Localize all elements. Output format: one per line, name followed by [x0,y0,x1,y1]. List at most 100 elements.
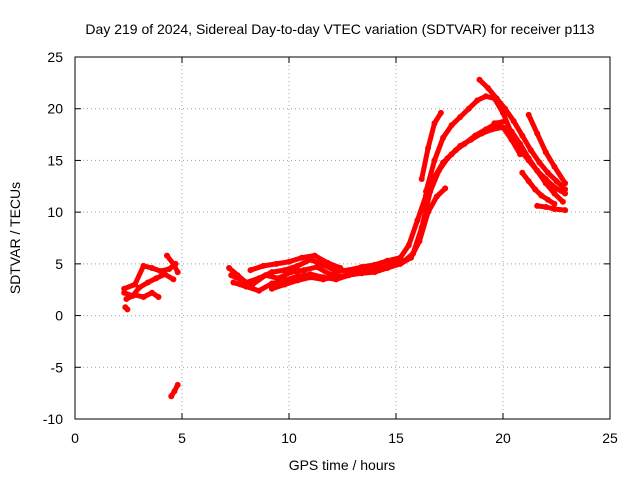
data-point [534,130,541,137]
data-point [485,85,491,91]
data-point [170,276,177,283]
data-point [256,287,262,294]
data-point [333,273,340,280]
data-point [408,254,414,261]
plot-frame [74,56,611,420]
y-tick-label: -10 [43,411,63,427]
data-point [437,109,444,116]
data-point [149,265,155,271]
data-point [166,266,173,272]
data-point [121,285,128,292]
trace-track-m [419,110,444,182]
data-point [440,134,447,141]
data-point [532,186,539,193]
data-point [243,283,250,290]
x-tick-label: 15 [388,430,404,446]
data-point [559,198,566,205]
data-point [294,262,301,269]
chart-title: Day 219 of 2024, Sidereal Day-to-day VTE… [85,21,594,37]
data-point [268,280,275,287]
data-point [562,190,569,197]
data-point [534,202,541,209]
data-point [230,279,237,286]
data-point [397,260,404,267]
data-point [425,209,432,216]
data-point [337,265,344,271]
data-point [131,281,138,288]
data-point [288,269,295,276]
data-point [442,185,449,192]
data-point [482,126,489,133]
data-point [457,114,464,120]
y-tick-label: 20 [47,101,63,117]
data-point [493,95,500,102]
data-point [384,265,391,271]
data-point [502,105,509,112]
data-point [418,176,425,182]
data-point [273,260,280,267]
x-tick-labels: 0 5 10 15 20 25 [71,430,618,446]
data-point [465,105,472,112]
data-point [345,272,352,279]
data-point [149,289,155,296]
data-point [461,140,468,147]
data-point [324,259,331,266]
data-point [476,76,483,83]
data-point [238,277,245,284]
axis-ticks [74,56,611,420]
trace-track-r [491,120,523,157]
data-point [448,122,455,129]
data-point [281,267,288,274]
data-point [268,285,275,292]
y-tick-label: 15 [47,152,63,168]
data-point [358,270,365,277]
data-point [311,252,318,259]
data-point [551,190,558,197]
data-point [416,238,423,245]
data-point [551,163,558,170]
data-point [551,206,558,212]
data-point [431,120,438,127]
data-point [534,167,541,174]
data-point [226,265,233,271]
data-point [562,207,569,214]
data-point [161,271,168,278]
data-point [153,275,160,282]
data-point [542,204,549,210]
data-point [281,281,288,288]
data-point [307,274,314,281]
data-point [435,167,442,174]
data-point [157,268,164,275]
data-point [544,169,551,176]
data-point [525,157,532,164]
trace-track-q [534,203,568,213]
data-point [474,97,481,104]
data-point [562,180,569,187]
data-point [262,272,269,279]
y-tick-labels: -10 -5 0 5 10 15 20 25 [43,49,63,427]
data-point [525,178,532,185]
y-tick-label: -5 [51,359,64,375]
data-point [544,196,551,203]
data-point [140,262,147,269]
data-point [551,184,558,191]
data-point [174,381,181,388]
data-point [538,192,545,199]
data-point [260,262,267,269]
data-point [298,254,305,261]
x-tick-label: 5 [178,430,186,446]
data-point [525,111,532,118]
data-point [542,176,549,182]
data-point [551,200,558,207]
data-point [174,269,181,276]
data-point [500,124,506,131]
data-point [268,269,275,276]
data-point [123,296,130,302]
data-point [452,147,459,154]
data-point [155,294,162,300]
x-tick-label: 0 [71,430,79,446]
data-point [553,178,560,185]
data-point [131,291,138,298]
data-point [320,276,327,283]
